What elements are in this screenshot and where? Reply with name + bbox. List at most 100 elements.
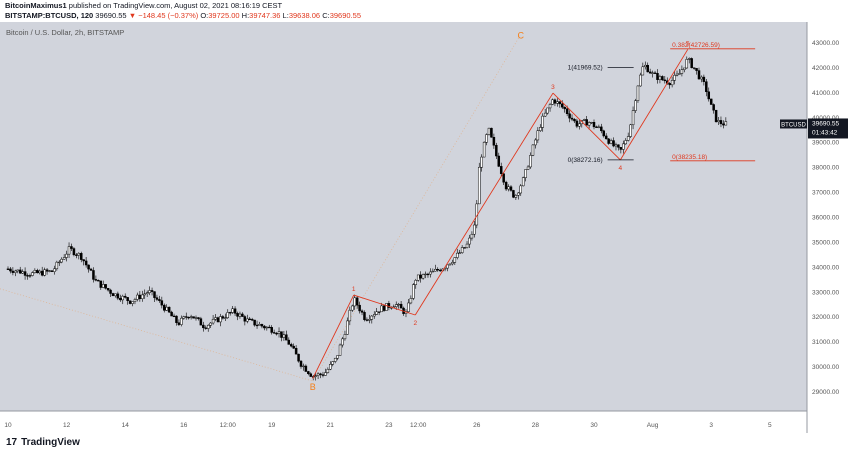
candle-body	[224, 317, 227, 319]
candle-body	[77, 253, 81, 256]
candle-body	[304, 365, 308, 372]
candle-body	[448, 263, 452, 266]
candle-body	[531, 144, 535, 156]
candle-body	[121, 295, 125, 301]
candle-body	[101, 284, 105, 288]
candle-body	[148, 290, 151, 293]
candle-body	[568, 113, 571, 119]
tradingview-brand[interactable]: 17 TradingView	[6, 437, 80, 448]
candle-body	[36, 270, 39, 274]
candle-body	[53, 268, 56, 272]
candle-body	[55, 261, 59, 270]
candle-body	[189, 316, 193, 318]
candle-body	[375, 311, 378, 315]
candle-body	[412, 284, 415, 299]
x-tick-label: 21	[327, 422, 335, 429]
wave-label: 5	[686, 40, 690, 47]
candle-body	[712, 104, 715, 111]
candle-body	[419, 274, 422, 279]
candle-body	[43, 269, 46, 276]
high-label: H:	[241, 11, 250, 20]
candle-body	[153, 291, 156, 298]
candle-body	[282, 334, 286, 338]
candle-body	[453, 257, 457, 263]
candle-body	[114, 293, 117, 297]
candle-body	[106, 288, 110, 291]
candle-body	[172, 315, 176, 318]
candle-body	[468, 237, 471, 245]
candle-body	[136, 294, 139, 300]
candle-body	[248, 318, 251, 320]
candle-body	[687, 58, 691, 60]
candle-body	[341, 338, 344, 346]
candle-body	[292, 345, 295, 349]
candle-body	[480, 156, 483, 168]
elliott-wave-lines	[312, 49, 689, 379]
candle-body	[456, 252, 459, 258]
candle-body	[658, 76, 662, 80]
candle-body	[82, 259, 85, 262]
price-change: ▼ −148.45 (−0.37%)	[128, 11, 199, 20]
time-axis-background	[0, 411, 807, 433]
candle-body	[18, 269, 22, 274]
candle-body	[268, 326, 271, 329]
candle-body	[211, 318, 215, 324]
candle-body	[507, 186, 510, 190]
candle-body	[123, 295, 127, 298]
candle-body	[421, 274, 425, 279]
candle-body	[87, 264, 90, 270]
candle-body	[385, 303, 388, 311]
candle-body	[465, 243, 469, 248]
candle-body	[609, 140, 613, 144]
candle-body	[109, 289, 112, 294]
candle-body	[319, 373, 322, 375]
wave-segment	[552, 92, 621, 161]
candle-body	[558, 101, 562, 105]
candle-body	[363, 312, 366, 320]
candle-body	[644, 64, 647, 68]
candle-body	[131, 301, 134, 304]
candle-body	[21, 271, 24, 274]
candle-body	[492, 137, 496, 146]
candle-body	[11, 270, 15, 273]
low-value: 39638.06	[288, 11, 321, 20]
candle-body	[692, 67, 696, 69]
candle-body	[314, 375, 317, 377]
candle-body	[648, 71, 652, 74]
candle-body	[590, 122, 593, 124]
candle-body	[709, 98, 713, 105]
candle-body	[346, 320, 349, 335]
price-tag-countdown: 01:43:42	[812, 129, 838, 136]
candle-body	[370, 315, 374, 320]
x-tick-label: 12	[63, 422, 71, 429]
candle-body	[285, 334, 288, 341]
candle-body	[260, 324, 264, 327]
brand-label: TradingView	[21, 437, 80, 448]
x-tick-label: 5	[768, 422, 772, 429]
candle-body	[646, 64, 649, 73]
candle-body	[541, 115, 544, 128]
candle-body	[270, 327, 273, 333]
candle-body	[138, 294, 142, 300]
wave-segment	[619, 49, 689, 161]
candle-body	[409, 298, 413, 304]
candle-body	[184, 316, 188, 318]
candle-body	[592, 122, 596, 128]
candle-body	[70, 246, 73, 249]
candle-body	[536, 130, 540, 141]
fib-annotation: 0(38272.16)	[568, 157, 603, 164]
annotations: 1(41969.52) 0(38272.16)	[568, 65, 634, 164]
candles	[6, 56, 728, 381]
author-name[interactable]: BitcoinMaximus1	[5, 1, 67, 10]
price-chart[interactable]: Bitcoin / U.S. Dollar, 2h, BITSTAMP 2900…	[0, 22, 850, 433]
candle-body	[431, 270, 435, 273]
candle-body	[289, 344, 293, 347]
candle-body	[326, 369, 330, 373]
candle-body	[570, 117, 574, 120]
candle-body	[299, 360, 303, 367]
y-tick-label: 40000.00	[812, 115, 839, 122]
candle-body	[631, 110, 635, 126]
candle-body	[160, 300, 164, 306]
candle-body	[685, 59, 689, 69]
symbol-label[interactable]: BITSTAMP:BTCUSD, 120	[5, 11, 94, 20]
